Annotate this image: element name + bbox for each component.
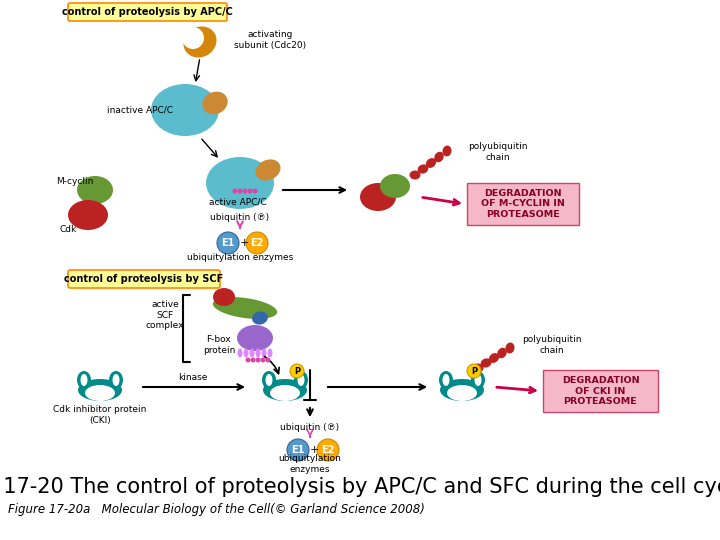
Ellipse shape	[237, 325, 273, 351]
Ellipse shape	[471, 371, 485, 389]
Circle shape	[248, 188, 253, 193]
Text: active APC/C: active APC/C	[210, 198, 267, 206]
Ellipse shape	[238, 348, 243, 357]
Ellipse shape	[202, 92, 228, 114]
Text: control of proteolysis by SCF: control of proteolysis by SCF	[64, 274, 224, 284]
Text: +: +	[310, 445, 319, 455]
Bar	[467, 183, 579, 225]
Bar	[543, 370, 658, 412]
Ellipse shape	[266, 374, 272, 386]
Circle shape	[233, 188, 238, 193]
FancyBboxPatch shape	[68, 270, 220, 288]
Ellipse shape	[481, 359, 491, 368]
Ellipse shape	[252, 312, 268, 325]
Ellipse shape	[474, 374, 482, 386]
Text: Fig 17-20 The control of proteolysis by APC/C and SFC during the cell cycle.: Fig 17-20 The control of proteolysis by …	[0, 477, 720, 497]
Ellipse shape	[68, 200, 108, 230]
Circle shape	[287, 439, 309, 461]
Text: ubiquitylation enzymes: ubiquitylation enzymes	[187, 253, 293, 261]
Text: M-cyclin: M-cyclin	[56, 178, 94, 186]
Text: polyubiquitin
chain: polyubiquitin chain	[468, 143, 528, 161]
Ellipse shape	[81, 374, 88, 386]
Text: control of proteolysis by APC/C: control of proteolysis by APC/C	[62, 7, 233, 17]
Ellipse shape	[270, 385, 300, 401]
Ellipse shape	[297, 374, 305, 386]
Ellipse shape	[213, 297, 277, 319]
Text: E1: E1	[221, 238, 235, 248]
Text: Figure 17-20a   Molecular Biology of the Cell(© Garland Science 2008): Figure 17-20a Molecular Biology of the C…	[8, 503, 425, 516]
Ellipse shape	[256, 348, 261, 357]
Ellipse shape	[360, 183, 396, 211]
Ellipse shape	[262, 371, 276, 389]
Ellipse shape	[151, 84, 219, 136]
Ellipse shape	[213, 288, 235, 306]
Ellipse shape	[380, 174, 410, 198]
Circle shape	[246, 357, 251, 362]
Ellipse shape	[182, 27, 204, 49]
Circle shape	[217, 232, 239, 254]
Circle shape	[256, 357, 261, 362]
Ellipse shape	[256, 159, 281, 180]
Ellipse shape	[443, 145, 451, 157]
Circle shape	[246, 232, 268, 254]
Text: DEGRADATION
OF CKI IN
PROTEASOME: DEGRADATION OF CKI IN PROTEASOME	[562, 376, 639, 406]
Ellipse shape	[472, 363, 484, 373]
Text: activating
subunit (Cdc20): activating subunit (Cdc20)	[234, 30, 306, 50]
Ellipse shape	[85, 385, 115, 401]
Ellipse shape	[112, 374, 120, 386]
Text: Cdk inhibitor protein
(CKI): Cdk inhibitor protein (CKI)	[53, 406, 147, 424]
Circle shape	[290, 364, 304, 378]
Text: E1: E1	[292, 445, 305, 455]
Text: DEGRADATION
OF M-CYCLIN IN
PROTEASOME: DEGRADATION OF M-CYCLIN IN PROTEASOME	[481, 189, 565, 219]
Ellipse shape	[447, 385, 477, 401]
Text: E2: E2	[251, 238, 264, 248]
Circle shape	[317, 439, 339, 461]
FancyBboxPatch shape	[68, 3, 227, 21]
Text: P: P	[471, 367, 477, 375]
Ellipse shape	[294, 371, 308, 389]
Circle shape	[467, 364, 481, 378]
Ellipse shape	[77, 371, 91, 389]
Circle shape	[238, 188, 243, 193]
Circle shape	[243, 188, 248, 193]
Text: Cdk: Cdk	[59, 226, 76, 234]
Ellipse shape	[206, 157, 274, 209]
Text: +: +	[239, 238, 248, 248]
Ellipse shape	[77, 176, 113, 204]
Text: ubiquitylation
enzymes: ubiquitylation enzymes	[279, 454, 341, 474]
Ellipse shape	[440, 379, 484, 401]
Circle shape	[253, 188, 258, 193]
Ellipse shape	[243, 348, 248, 357]
Ellipse shape	[410, 171, 420, 179]
Ellipse shape	[261, 348, 266, 357]
Text: E2: E2	[321, 445, 335, 455]
Text: ubiquitin (℗): ubiquitin (℗)	[210, 213, 269, 222]
Text: inactive APC/C: inactive APC/C	[107, 105, 173, 114]
Ellipse shape	[426, 158, 436, 168]
Ellipse shape	[439, 371, 453, 389]
Ellipse shape	[109, 371, 123, 389]
Text: kinase: kinase	[179, 374, 207, 382]
Ellipse shape	[184, 26, 217, 58]
Ellipse shape	[443, 374, 449, 386]
Ellipse shape	[250, 348, 254, 357]
Text: P: P	[294, 367, 300, 375]
Ellipse shape	[78, 379, 122, 401]
Ellipse shape	[498, 348, 507, 358]
Text: ubiquitin (℗): ubiquitin (℗)	[280, 423, 340, 433]
Circle shape	[251, 357, 256, 362]
Text: F-box
protein: F-box protein	[202, 335, 235, 355]
Ellipse shape	[268, 348, 272, 357]
Ellipse shape	[434, 152, 444, 162]
Ellipse shape	[505, 342, 515, 354]
Circle shape	[266, 357, 271, 362]
Circle shape	[261, 357, 266, 362]
Text: active
SCF
complex: active SCF complex	[145, 300, 184, 330]
Text: polyubiquitin
chain: polyubiquitin chain	[522, 335, 582, 355]
Ellipse shape	[418, 164, 428, 174]
Ellipse shape	[263, 379, 307, 401]
Ellipse shape	[489, 353, 499, 363]
